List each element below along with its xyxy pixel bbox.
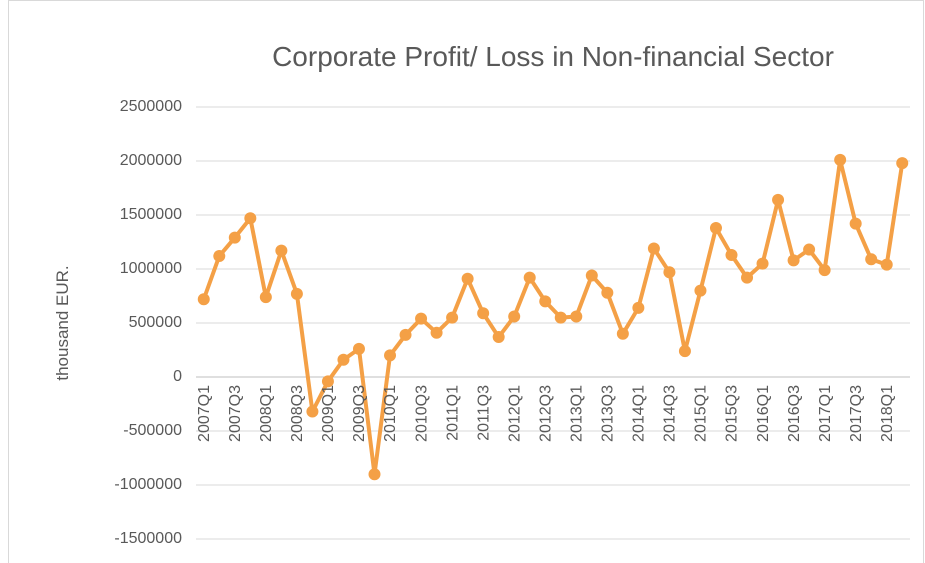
data-point bbox=[244, 212, 257, 225]
y-tick-label: 500000 bbox=[129, 314, 182, 331]
data-point bbox=[570, 310, 583, 323]
y-tick-label: 0 bbox=[173, 368, 182, 385]
y-tick-label: 1500000 bbox=[120, 206, 182, 223]
data-point bbox=[384, 349, 397, 362]
x-tick-label: 2009Q3 bbox=[351, 385, 368, 442]
x-tick-label: 2008Q1 bbox=[258, 385, 275, 442]
data-point bbox=[352, 342, 365, 355]
data-point bbox=[849, 217, 862, 230]
series bbox=[197, 153, 909, 481]
y-tick-label: -1000000 bbox=[114, 476, 182, 493]
data-point bbox=[663, 266, 676, 279]
data-point bbox=[865, 253, 878, 266]
x-tick-label: 2016Q3 bbox=[786, 385, 803, 442]
x-tick-label: 2012Q1 bbox=[506, 385, 523, 442]
data-point bbox=[523, 271, 536, 284]
data-point bbox=[554, 311, 567, 324]
data-point bbox=[585, 269, 598, 282]
data-point bbox=[461, 272, 474, 285]
data-point bbox=[321, 375, 334, 388]
y-tick-label: 2500000 bbox=[120, 98, 182, 115]
data-point bbox=[415, 312, 428, 325]
x-tick-label: 2015Q3 bbox=[724, 385, 741, 442]
data-point bbox=[741, 271, 754, 284]
data-point bbox=[880, 258, 893, 271]
data-point bbox=[446, 311, 459, 324]
x-tick-label: 2013Q3 bbox=[600, 385, 617, 442]
data-point bbox=[709, 221, 722, 234]
y-tick-label: -1500000 bbox=[114, 530, 182, 547]
data-point bbox=[539, 295, 552, 308]
data-point bbox=[834, 153, 847, 166]
data-point bbox=[787, 254, 800, 267]
x-tick-label: 2014Q3 bbox=[662, 385, 679, 442]
data-point bbox=[632, 301, 645, 314]
data-point bbox=[694, 284, 707, 297]
data-point bbox=[259, 291, 272, 304]
data-line bbox=[201, 157, 905, 477]
data-point bbox=[477, 307, 490, 320]
x-tick-label: 2014Q1 bbox=[631, 385, 648, 442]
data-point bbox=[306, 405, 319, 418]
y-tick-label: -500000 bbox=[123, 422, 182, 439]
data-point bbox=[803, 243, 816, 256]
x-tick-label: 2008Q3 bbox=[289, 385, 306, 442]
x-tick-label: 2017Q3 bbox=[848, 385, 865, 442]
data-point bbox=[616, 327, 629, 340]
x-tick-label: 2017Q1 bbox=[817, 385, 834, 442]
y-tick-label: 2000000 bbox=[120, 152, 182, 169]
labels: -1500000 -1000000 -500000 0 500000 1000000 150… bbox=[114, 98, 896, 547]
data-point bbox=[399, 328, 412, 341]
data-point bbox=[213, 250, 226, 263]
y-tick-label: 1000000 bbox=[120, 260, 182, 277]
x-tick-label: 2007Q3 bbox=[227, 385, 244, 442]
x-tick-label: 2016Q1 bbox=[755, 385, 772, 442]
x-tick-label: 2007Q1 bbox=[196, 385, 213, 442]
data-point bbox=[228, 231, 241, 244]
x-tick-label: 2012Q3 bbox=[537, 385, 554, 442]
grid bbox=[196, 106, 910, 540]
data-point bbox=[678, 345, 691, 358]
x-tick-label: 2010Q1 bbox=[382, 385, 399, 442]
data-point bbox=[430, 326, 443, 339]
x-tick-label: 2015Q1 bbox=[693, 385, 710, 442]
x-tick-label: 2010Q3 bbox=[413, 385, 430, 442]
data-point bbox=[647, 242, 660, 255]
chart-title: Corporate Profit/ Loss in Non-financial … bbox=[272, 41, 834, 72]
x-tick-label: 2018Q1 bbox=[879, 385, 896, 442]
data-point bbox=[337, 353, 350, 366]
x-tick-label: 2013Q1 bbox=[569, 385, 586, 442]
data-point bbox=[275, 244, 288, 257]
data-point bbox=[492, 331, 505, 344]
data-point bbox=[508, 310, 521, 323]
data-point bbox=[197, 293, 210, 306]
data-point bbox=[756, 257, 769, 270]
data-point bbox=[818, 264, 831, 277]
data-point bbox=[290, 287, 303, 300]
data-point bbox=[368, 468, 381, 481]
data-point bbox=[725, 248, 738, 261]
x-tick-label: 2011Q3 bbox=[475, 385, 492, 441]
data-point bbox=[896, 157, 909, 170]
chart-border bbox=[8, 0, 924, 563]
data-point bbox=[601, 286, 614, 299]
data-point bbox=[772, 193, 785, 206]
x-tick-label: 2011Q1 bbox=[444, 385, 461, 441]
x-tick-label: 2009Q1 bbox=[320, 385, 337, 442]
y-axis-title: thousand EUR. bbox=[53, 265, 72, 380]
